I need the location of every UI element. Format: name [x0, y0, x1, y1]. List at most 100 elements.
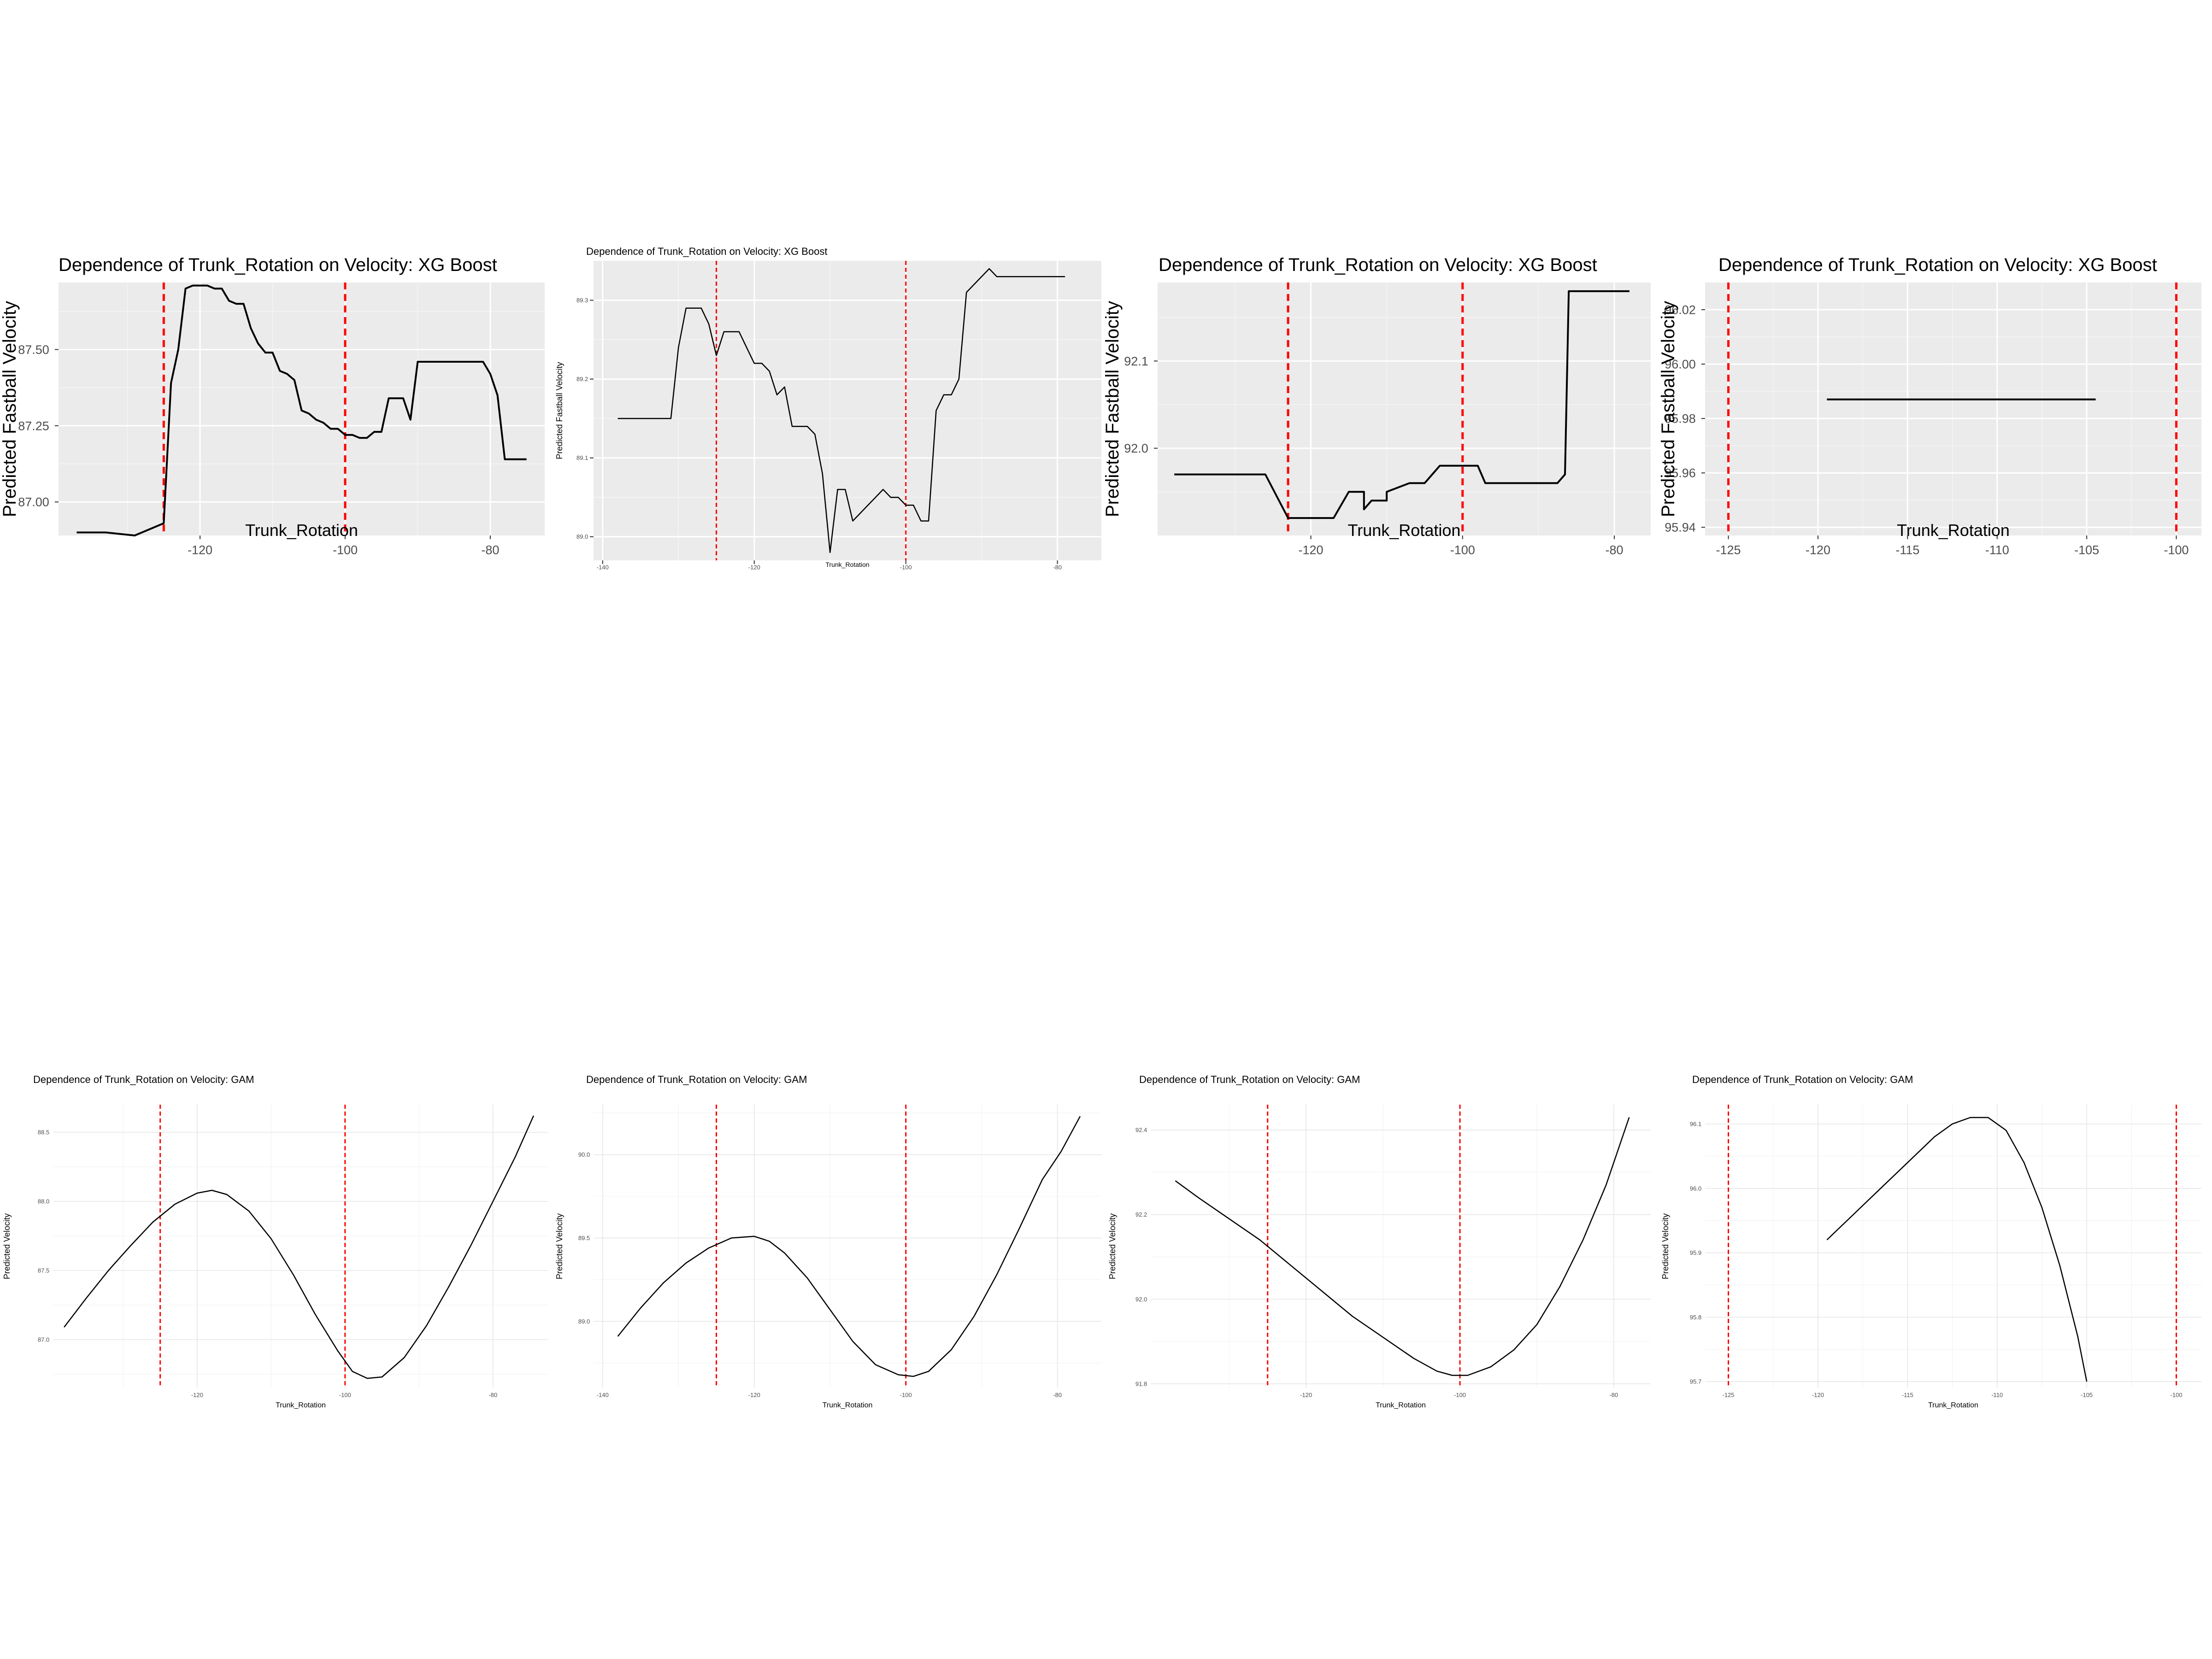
plot-panel-background	[594, 261, 1101, 560]
y-tick-label: 92.2	[1135, 1211, 1147, 1218]
x-tick-label: -80	[1609, 1392, 1618, 1399]
x-tick-label: -105	[2074, 543, 2099, 557]
y-tick-label: 92.4	[1135, 1127, 1147, 1134]
y-tick-label: 95.9	[1690, 1249, 1701, 1256]
y-tick-label: 87.25	[18, 419, 49, 433]
plot-panel-background	[1705, 1105, 2201, 1388]
y-tick-label: 95.94	[1665, 521, 1696, 535]
chart-title: Dependence of Trunk_Rotation on Velocity…	[1159, 255, 1597, 275]
y-tick-label: 89.0	[578, 1318, 590, 1325]
chart-panel-8: -125 -120 -115 -110 -105 -100 95.7 95.8 95.9 96.0…	[1661, 1074, 2201, 1409]
y-axis-label: Predicted Velocity	[1661, 1213, 1670, 1279]
y-tick-label: 89.5	[578, 1235, 590, 1241]
x-tick-label: -110	[1985, 543, 2009, 557]
y-tick-label: 89.0	[577, 533, 588, 540]
x-tick-label: -80	[1605, 543, 1623, 557]
x-tick-label: -80	[1053, 564, 1062, 571]
chart-panel-2: -140 -120 -100 -80 89.0 89.1 89.2 89.3 Dependenc…	[555, 246, 1101, 571]
x-tick-label: -100	[1454, 1392, 1466, 1399]
y-tick-label: 90.0	[578, 1151, 590, 1158]
x-tick-label: -115	[1895, 543, 1919, 557]
chart-panel-3: -120 -100 -80 92.0 92.1 Dependence of Trunk_R…	[1102, 255, 1651, 557]
y-axis-label: Predicted Fastball Velocity	[1102, 301, 1123, 517]
x-tick-label: -80	[1053, 1392, 1062, 1399]
chart-title: Dependence of Trunk_Rotation on Velocity…	[59, 255, 497, 275]
y-tick-label: 95.96	[1665, 466, 1696, 480]
y-tick-label: 88.0	[38, 1198, 49, 1205]
x-tick-label: -105	[2081, 1392, 2093, 1399]
plot-panel-background	[1158, 282, 1651, 535]
x-tick-label: -120	[1298, 543, 1323, 557]
chart-title: Dependence of Trunk_Rotation on Velocity…	[586, 246, 827, 257]
x-axis-label: Trunk_Rotation	[1897, 521, 2010, 540]
y-axis-label: Predicted Fastball Velocity	[0, 301, 20, 517]
plot-panel-background	[1705, 282, 2201, 535]
x-tick-label: -100	[900, 1392, 912, 1399]
y-tick-label: 92.0	[1124, 441, 1148, 455]
y-tick-label: 96.00	[1665, 358, 1696, 371]
y-tick-label: 96.1	[1690, 1120, 1701, 1127]
x-tick-label: -140	[597, 564, 609, 571]
chart-title: Dependence of Trunk_Rotation on Velocity…	[586, 1074, 807, 1085]
series-line	[1175, 1117, 1630, 1376]
x-axis-label: Trunk_Rotation	[1928, 1401, 1978, 1409]
chart-title: Dependence of Trunk_Rotation on Velocity…	[1139, 1074, 1360, 1085]
y-tick-label: 87.50	[18, 343, 49, 357]
x-tick-label: -100	[2164, 543, 2189, 557]
chart-panel-4: -125 -120 -115 -110 -105 -100 95.94 95.96 95.98 9…	[1658, 255, 2201, 557]
y-tick-label: 88.5	[38, 1129, 49, 1136]
y-tick-label: 95.98	[1665, 412, 1696, 426]
chart-title: Dependence of Trunk_Rotation on Velocity…	[1718, 255, 2157, 275]
chart-title: Dependence of Trunk_Rotation on Velocity…	[33, 1074, 254, 1085]
chart-panel-5: -120 -100 -80 87.0 87.5 88.0 88.5 Dependence of…	[2, 1074, 548, 1409]
chart-panel-7: -120 -100 -80 91.8 92.0 92.2 92.4 Dependence of…	[1108, 1074, 1651, 1409]
y-tick-label: 89.2	[577, 376, 588, 382]
x-tick-label: -80	[488, 1392, 497, 1399]
x-tick-label: -125	[1716, 543, 1741, 557]
x-tick-label: -100	[1450, 543, 1475, 557]
plot-panel-background	[1151, 1105, 1651, 1388]
y-axis-label: Predicted Velocity	[555, 1213, 564, 1279]
chart-title: Dependence of Trunk_Rotation on Velocity…	[1692, 1074, 1913, 1085]
y-tick-label: 92.1	[1124, 354, 1148, 368]
x-tick-label: -140	[597, 1392, 609, 1399]
x-tick-label: -110	[1991, 1392, 2003, 1399]
x-axis-label: Trunk_Rotation	[276, 1401, 326, 1409]
x-tick-label: -100	[900, 564, 912, 571]
y-tick-label: 89.3	[577, 297, 588, 304]
x-tick-label: -100	[333, 543, 358, 557]
x-tick-label: -80	[481, 543, 499, 557]
y-tick-label: 96.0	[1690, 1185, 1701, 1192]
y-tick-label: 96.02	[1665, 303, 1696, 317]
series-line	[617, 1116, 1081, 1377]
x-tick-label: -115	[1902, 1392, 1913, 1399]
chart-panel-1: -120 -100 -80 87.00 87.25 87.50 Dependence of …	[0, 255, 545, 557]
x-axis-label: Trunk_Rotation	[1348, 521, 1461, 540]
y-tick-label: 87.00	[18, 495, 49, 509]
y-tick-label: 95.8	[1690, 1314, 1701, 1321]
series-line	[618, 268, 1065, 553]
y-tick-label: 89.1	[577, 454, 588, 461]
x-axis-label: Trunk_Rotation	[245, 521, 358, 540]
x-tick-label: -120	[1300, 1392, 1312, 1399]
plot-panel-background	[594, 1105, 1101, 1388]
x-tick-label: -120	[1806, 543, 1830, 557]
x-axis-label: Trunk_Rotation	[825, 561, 869, 568]
y-tick-label: 92.0	[1135, 1296, 1147, 1303]
x-tick-label: -100	[2171, 1392, 2183, 1399]
x-tick-label: -120	[188, 543, 212, 557]
y-tick-label: 91.8	[1135, 1380, 1147, 1387]
chart-panel-6: -140 -120 -100 -80 89.0 89.5 90.0 Dependence of…	[555, 1074, 1101, 1409]
y-axis-label: Predicted Velocity	[2, 1213, 12, 1279]
x-tick-label: -125	[1723, 1392, 1735, 1399]
series-line	[1174, 290, 1630, 519]
x-axis-label: Trunk_Rotation	[1376, 1401, 1426, 1409]
y-tick-label: 87.5	[38, 1267, 49, 1274]
y-axis-label: Predicted Fastball Velocity	[1658, 301, 1678, 517]
x-tick-label: -120	[191, 1392, 203, 1399]
x-tick-label: -100	[339, 1392, 351, 1399]
series-line	[1826, 1117, 2088, 1382]
y-axis-label: Predicted Velocity	[1108, 1213, 1117, 1279]
x-tick-label: -120	[748, 1392, 760, 1399]
